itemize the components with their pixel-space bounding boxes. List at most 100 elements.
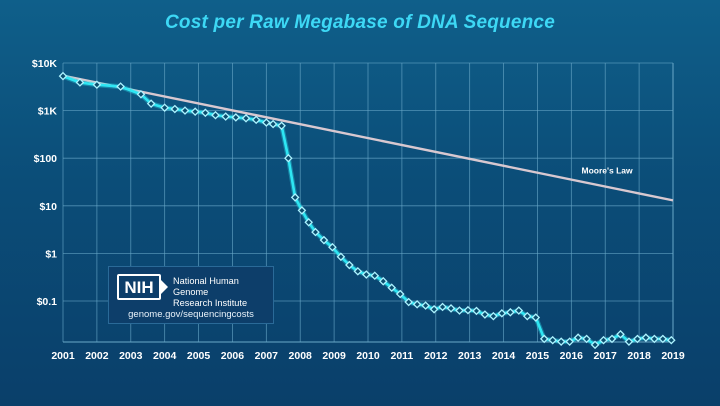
y-tick-label: $10K <box>32 58 58 70</box>
data-point <box>328 242 337 252</box>
moore-layer <box>62 74 674 202</box>
data-point <box>251 115 261 125</box>
data-point <box>573 333 583 342</box>
data-point <box>497 309 507 318</box>
x-tick-label: 2019 <box>661 350 685 362</box>
data-point <box>438 302 447 312</box>
data-point <box>607 334 617 344</box>
data-point <box>378 276 388 286</box>
data-point <box>297 206 307 215</box>
data-point <box>514 306 524 315</box>
data-point <box>463 305 473 315</box>
data-point <box>489 311 498 321</box>
x-tick-label: 2006 <box>221 350 245 362</box>
chart-title: Cost per Raw Megabase of DNA Sequence <box>165 12 555 33</box>
data-point <box>241 113 251 123</box>
nih-logo: NIH <box>117 274 168 300</box>
data-point <box>412 300 422 309</box>
x-tick-label: 2009 <box>322 350 346 362</box>
x-tick-label: 2002 <box>85 350 109 362</box>
data-point <box>641 333 651 342</box>
y-tick-label: $10 <box>39 201 57 213</box>
data-point <box>353 267 363 276</box>
data-point <box>633 334 642 344</box>
data-point <box>395 289 405 299</box>
x-tick-label: 2012 <box>424 350 448 362</box>
x-tick-label: 2017 <box>594 350 618 362</box>
data-point <box>262 118 271 127</box>
data-point <box>201 108 210 118</box>
data-point <box>58 71 68 81</box>
data-point <box>92 80 102 90</box>
y-tick-label: $1 <box>45 248 57 260</box>
data-point <box>75 78 85 87</box>
data-point <box>146 99 156 108</box>
y-tick-label: $0.1 <box>37 296 58 308</box>
data-point <box>277 121 286 131</box>
institute-name-line1: National Human Genome <box>173 276 239 297</box>
data-point <box>170 104 180 114</box>
data-point <box>582 334 591 344</box>
data-point <box>290 193 300 202</box>
data-point <box>565 337 574 346</box>
data-point <box>336 252 346 262</box>
data-point <box>284 153 293 163</box>
series-layer <box>58 71 676 350</box>
data-point <box>522 311 532 321</box>
data-point <box>421 301 430 310</box>
data-point <box>180 106 190 115</box>
x-tick-label: 2005 <box>187 350 211 362</box>
x-tick-label: 2003 <box>119 350 143 362</box>
data-point <box>480 310 490 319</box>
annotation-layer: Moore's Law <box>582 165 634 175</box>
data-point <box>361 270 371 279</box>
data-point <box>650 334 659 344</box>
data-point <box>616 329 625 339</box>
x-tick-label: 2014 <box>492 350 516 362</box>
data-point <box>304 217 314 227</box>
x-tick-label: 2011 <box>390 350 413 362</box>
x-tick-label: 2016 <box>560 350 584 362</box>
y-tick-label: $1K <box>38 106 58 118</box>
x-tick-label: 2018 <box>627 350 651 362</box>
source-url: genome.gov/sequencingcosts <box>128 309 254 320</box>
data-point <box>211 110 220 120</box>
data-point <box>221 112 230 121</box>
data-point <box>370 271 380 281</box>
data-point <box>658 334 668 344</box>
x-tick-label: 2013 <box>458 350 482 362</box>
moores-law-label: Moore's Law <box>582 165 634 175</box>
data-point <box>539 334 549 344</box>
data-point <box>455 306 464 315</box>
data-point <box>531 313 541 322</box>
data-point <box>599 335 608 345</box>
x-tick-label: 2010 <box>356 350 380 362</box>
data-point <box>116 82 125 91</box>
data-point <box>446 304 456 313</box>
data-point <box>160 103 169 113</box>
data-point <box>190 107 200 116</box>
moores-law-line <box>62 74 674 202</box>
x-tick-label: 2004 <box>153 350 177 362</box>
data-point <box>136 89 146 99</box>
x-tick-label: 2001 <box>51 350 75 362</box>
data-point <box>472 306 481 316</box>
data-point <box>548 335 558 345</box>
data-point <box>387 283 397 293</box>
data-point <box>319 235 329 245</box>
data-point <box>311 227 320 237</box>
institute-name-line2: Research Institute <box>173 298 248 308</box>
x-tick-label: 2007 <box>255 350 279 362</box>
data-point <box>506 307 515 317</box>
data-point <box>624 337 634 346</box>
data-point <box>268 119 278 129</box>
axis-labels: 2001 2002 2003 2004 2005 2006 2007 2008 2009 2010… <box>32 58 685 362</box>
data-point <box>666 335 676 345</box>
data-point <box>556 337 566 346</box>
x-tick-label: 2015 <box>526 350 550 362</box>
data-point <box>231 113 241 122</box>
data-point <box>345 260 354 270</box>
y-tick-label: $100 <box>34 153 58 165</box>
data-point <box>429 304 439 314</box>
x-tick-label: 2008 <box>289 350 313 362</box>
